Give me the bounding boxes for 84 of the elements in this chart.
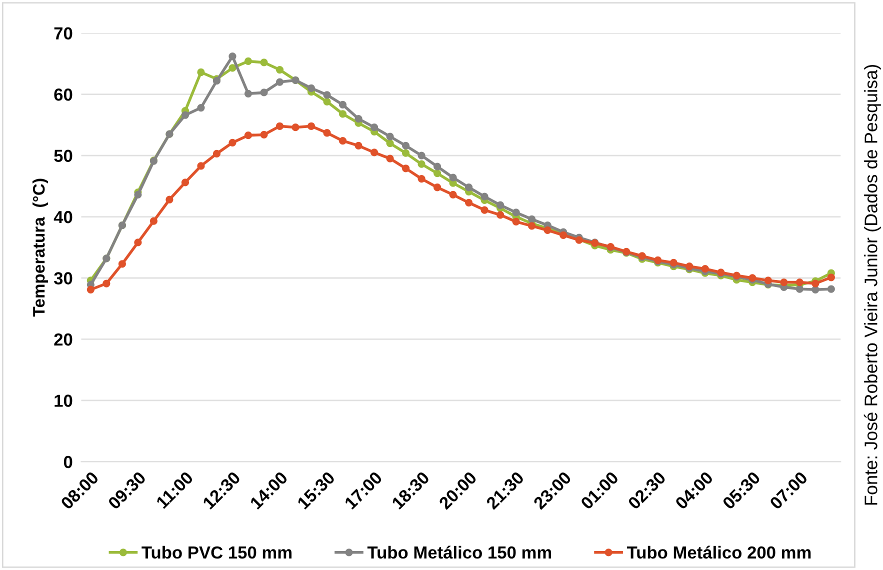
point	[323, 129, 331, 137]
point	[134, 190, 142, 199]
point	[480, 206, 488, 214]
point	[386, 154, 394, 162]
point	[228, 64, 236, 72]
point	[433, 184, 442, 192]
point	[480, 192, 488, 200]
point	[134, 238, 142, 246]
point	[812, 286, 820, 294]
point	[150, 217, 158, 225]
point	[418, 174, 426, 183]
point	[197, 162, 205, 170]
point	[260, 58, 268, 66]
point	[812, 280, 820, 288]
point	[418, 160, 426, 168]
point	[276, 78, 284, 86]
point	[181, 111, 190, 119]
point	[86, 286, 95, 294]
point	[212, 150, 221, 158]
point	[464, 198, 473, 206]
point	[276, 66, 284, 74]
legend-label: Tubo PVC 150 mm	[142, 546, 292, 559]
point	[402, 164, 410, 172]
y-tick-label: 70	[54, 27, 72, 40]
source-note: Fonte: José Roberto Vieira Junior (Dados de Pesquisa)	[864, 64, 881, 505]
point	[528, 222, 536, 230]
y-tick-label: 20	[54, 333, 72, 346]
point	[323, 91, 331, 99]
point	[827, 285, 835, 293]
point	[260, 130, 268, 139]
point	[512, 208, 520, 216]
point	[402, 149, 410, 157]
y-tick-label: 60	[54, 88, 72, 101]
y-tick-label: 30	[54, 272, 72, 284]
point	[307, 122, 316, 130]
y-tick-label: 50	[54, 150, 72, 162]
point	[796, 278, 804, 286]
point	[449, 174, 457, 182]
y-axis-title: Temperatura (°C)	[32, 178, 48, 317]
point	[166, 196, 174, 204]
point	[260, 88, 268, 96]
point	[197, 104, 205, 112]
point	[338, 100, 347, 109]
point	[244, 132, 252, 140]
point	[244, 90, 252, 98]
legend-label: Tubo Metálico 150 mm	[367, 546, 552, 559]
legend-label: Tubo Metálico 200 mm	[626, 546, 811, 559]
point	[276, 122, 284, 130]
point	[228, 138, 236, 146]
point	[418, 152, 426, 160]
point	[244, 57, 252, 66]
point	[433, 162, 442, 170]
point	[402, 142, 410, 150]
point	[764, 276, 772, 284]
point	[197, 68, 205, 76]
point	[449, 190, 457, 199]
y-tick-label: 40	[54, 210, 72, 224]
y-tick-label: 0	[64, 456, 72, 468]
point	[701, 264, 709, 273]
point	[512, 218, 520, 226]
point	[354, 142, 362, 150]
point	[528, 215, 536, 224]
point	[386, 139, 394, 148]
point	[338, 110, 347, 118]
point	[464, 184, 473, 192]
point	[338, 137, 347, 145]
y-tick-label: 10	[54, 394, 72, 407]
point	[292, 124, 300, 132]
point	[102, 280, 110, 288]
point	[827, 274, 835, 282]
point	[181, 178, 190, 186]
point	[780, 278, 788, 286]
point	[496, 211, 504, 219]
point	[496, 201, 504, 209]
point	[370, 148, 378, 156]
point	[796, 285, 804, 293]
point	[307, 84, 316, 92]
point	[354, 114, 362, 123]
point	[323, 98, 331, 106]
point	[118, 260, 126, 268]
point	[386, 132, 394, 140]
point	[228, 52, 236, 60]
point	[433, 169, 442, 178]
point	[370, 124, 378, 132]
